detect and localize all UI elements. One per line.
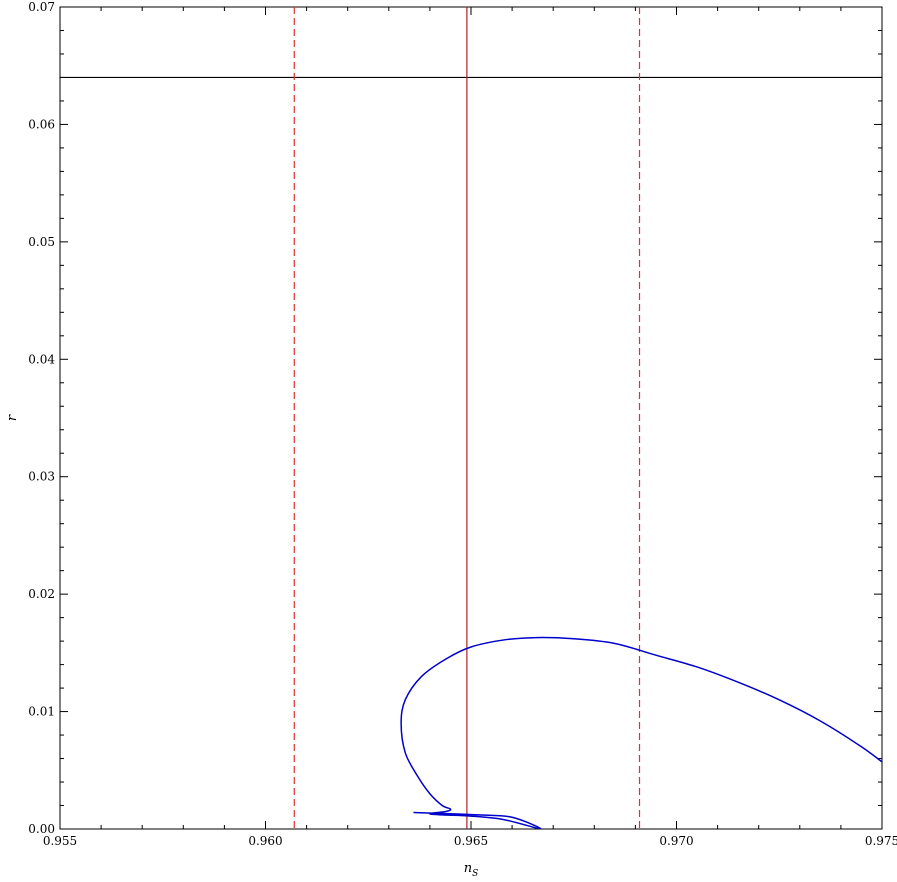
reference-lines xyxy=(60,7,882,829)
y-axis-title: r xyxy=(5,414,20,421)
series-line xyxy=(400,636,882,829)
y-tick-label: 0.01 xyxy=(28,705,55,719)
x-tick-label: 0.960 xyxy=(248,834,282,848)
y-tick-label: 0.03 xyxy=(28,470,55,484)
y-tick-label: 0.06 xyxy=(28,117,55,131)
plot-frame xyxy=(59,6,883,830)
x-axis-title-sub: S xyxy=(472,869,478,879)
y-tick-label: 0.07 xyxy=(28,0,55,14)
x-tick-label: 0.965 xyxy=(454,834,488,848)
y-ticks: 0.00 0.01 0.02 0.03 0.04 0.05 0.06 0.07 xyxy=(28,0,882,836)
y-tick-label: 0.00 xyxy=(28,822,55,836)
y-tick-label: 0.04 xyxy=(28,352,55,366)
y-tick-label: 0.02 xyxy=(28,587,55,601)
x-tick-label: 0.975 xyxy=(865,834,897,848)
x-axis-title-main: n xyxy=(464,861,472,876)
series-layer xyxy=(400,636,882,829)
x-axis-title: nS xyxy=(464,861,479,879)
x-ticks: 0.955 0.960 0.965 0.970 0.975 xyxy=(43,7,897,848)
y-tick-label: 0.05 xyxy=(28,235,55,249)
x-tick-label: 0.955 xyxy=(43,834,77,848)
x-tick-label: 0.970 xyxy=(659,834,693,848)
